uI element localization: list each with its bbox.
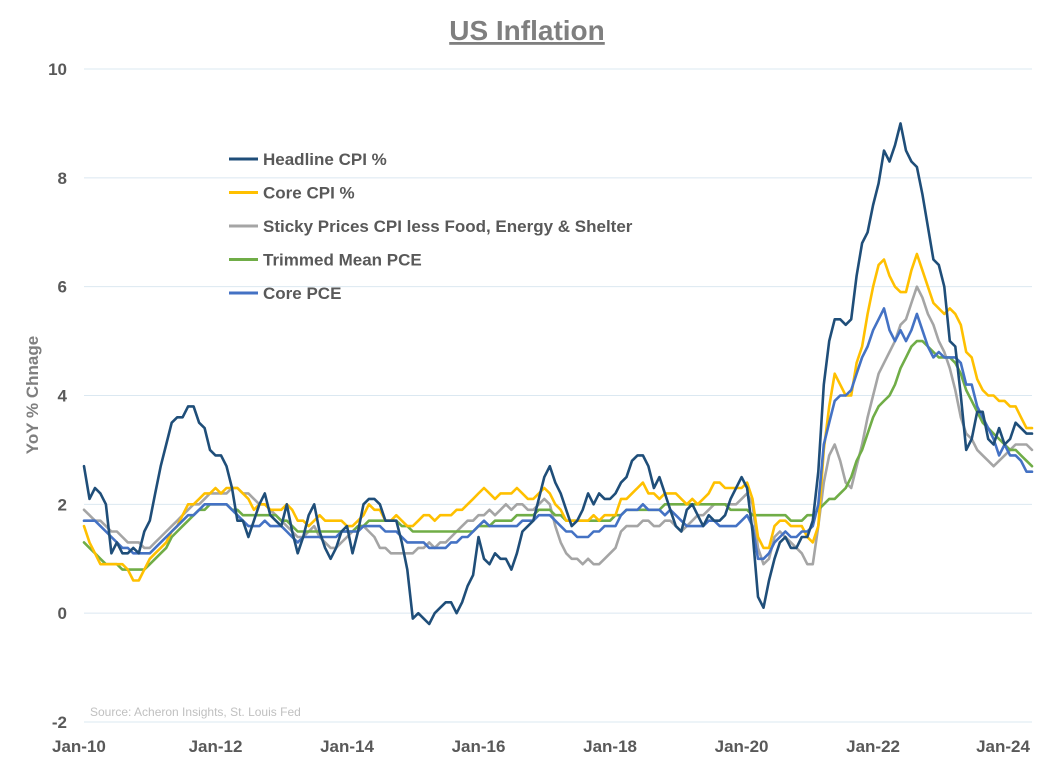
series-line-0 [82, 122, 1034, 626]
x-tick-label: Jan-16 [452, 737, 506, 756]
source-note: Source: Acheron Insights, St. Louis Fed [90, 705, 301, 719]
x-tick-label: Jan-14 [320, 737, 374, 756]
series-line-1 [82, 252, 1034, 582]
x-tick-label: Jan-10 [52, 737, 106, 756]
legend: Headline CPI % Core CPI % Sticky Prices CP… [229, 150, 633, 303]
y-tick-label: 8 [58, 169, 67, 188]
series-lines [82, 122, 1034, 626]
legend-label: Core CPI % [263, 184, 355, 203]
y-tick-label: -2 [52, 713, 67, 732]
y-tick-label: 4 [58, 387, 68, 406]
y-tick-label: 10 [48, 60, 67, 79]
x-axis-tick-labels: Jan-10 Jan-12 Jan-14 Jan-16 Jan-18 Jan-20 Jan-… [52, 737, 1030, 756]
legend-label: Headline CPI % [263, 150, 387, 169]
legend-label: Core PCE [263, 284, 341, 303]
gridlines [84, 68, 1032, 723]
y-tick-label: 6 [58, 278, 67, 297]
chart-title: US Inflation [449, 15, 605, 46]
y-tick-label: 2 [58, 495, 67, 514]
legend-label: Trimmed Mean PCE [263, 251, 422, 270]
y-axis-title: YoY % Chnage [23, 336, 42, 454]
x-tick-label: Jan-20 [715, 737, 769, 756]
series-line-4 [82, 307, 1034, 561]
legend-label: Sticky Prices CPI less Food, Energy & Sh… [263, 217, 633, 236]
x-tick-label: Jan-18 [583, 737, 637, 756]
x-tick-label: Jan-12 [189, 737, 243, 756]
y-axis-tick-labels: -2 0 2 4 6 8 10 [48, 60, 67, 732]
x-tick-label: Jan-22 [846, 737, 900, 756]
y-tick-label: 0 [58, 604, 67, 623]
series-line-3 [82, 339, 1034, 571]
x-tick-label: Jan-24 [976, 737, 1030, 756]
